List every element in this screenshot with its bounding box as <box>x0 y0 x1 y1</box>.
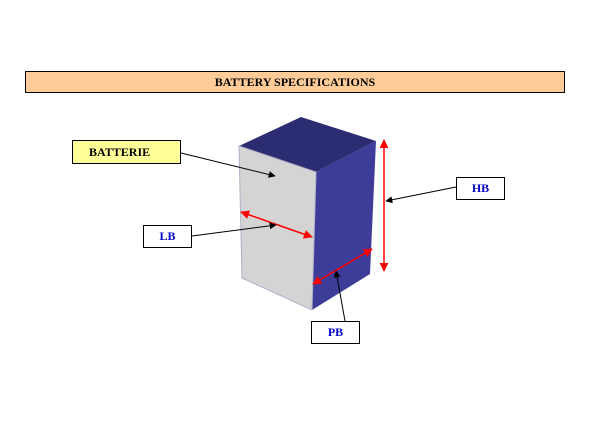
battery-top-face <box>239 117 376 172</box>
hb-pointer-arrow <box>385 186 457 204</box>
pb-pointer-arrow <box>333 270 346 322</box>
lb-pointer-arrow <box>191 222 277 237</box>
batterie-pointer-arrow <box>180 152 276 178</box>
page-title: BATTERY SPECIFICATIONS <box>25 71 565 93</box>
pb-label: PB <box>311 321 360 344</box>
lb-label: LB <box>143 225 192 248</box>
depth-dimension-arrow <box>312 248 373 285</box>
batterie-label: BATTERIE <box>72 140 181 164</box>
hb-label: HB <box>456 177 505 200</box>
